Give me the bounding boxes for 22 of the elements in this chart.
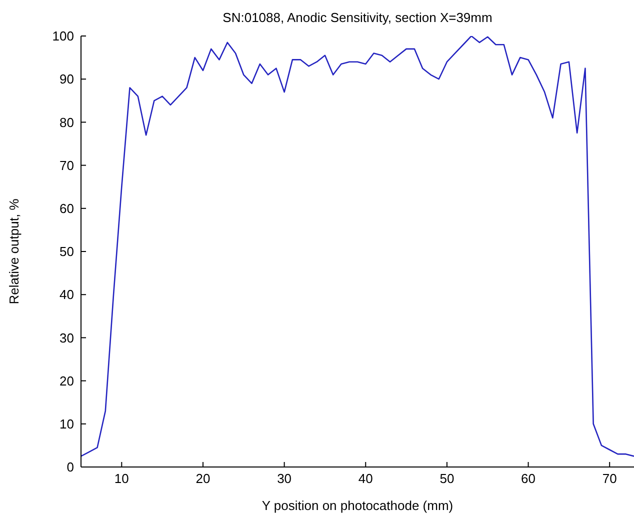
y-tick-label: 80 [60, 114, 74, 130]
x-tick-label: 40 [358, 471, 373, 486]
x-tick-label: 60 [521, 471, 536, 486]
x-tick-label: 50 [440, 471, 454, 486]
y-tick-label: 50 [60, 244, 74, 260]
chart-title: SN:01088, Anodic Sensitivity, section X=39mm [222, 10, 494, 25]
x-tick-label: 30 [277, 471, 292, 486]
y-tick-label: 90 [60, 72, 74, 87]
x-tick-label: 70 [602, 471, 617, 486]
y-tick-label: 30 [60, 330, 74, 346]
y-axis-title: Relative output, % [6, 198, 22, 304]
y-tick-label: 60 [60, 201, 74, 216]
line-series [81, 36, 634, 457]
x-axis-title: Y position on photocathode (mm) [262, 498, 454, 513]
y-tick-label: 20 [60, 373, 74, 388]
y-tick-label: 70 [60, 158, 74, 173]
y-tick-label: 10 [60, 416, 74, 432]
x-tick-label: 20 [196, 471, 210, 486]
x-tick-label: 10 [114, 471, 129, 486]
y-tick-label: 0 [66, 460, 74, 475]
y-tick-label: 40 [60, 287, 74, 302]
y-tick-label: 100 [52, 28, 74, 44]
